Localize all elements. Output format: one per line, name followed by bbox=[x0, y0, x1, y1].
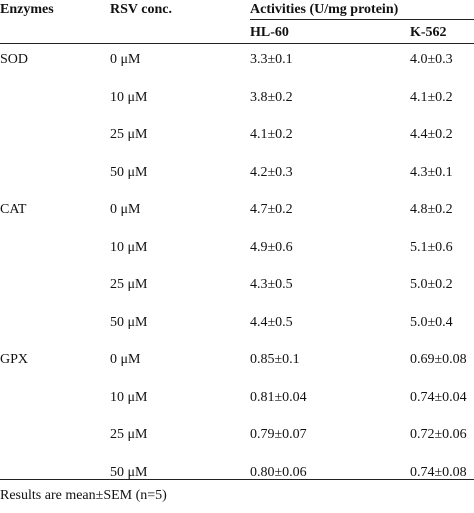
table-row: 25 μM 0.79±0.07 0.72±0.06 bbox=[0, 427, 474, 443]
cell-k562: 0.74±0.08 bbox=[410, 465, 467, 480]
header-hl60: HL-60 bbox=[250, 25, 289, 40]
table-row: 50 μM 4.4±0.5 5.0±0.4 bbox=[0, 315, 474, 331]
table-row: 50 μM 0.80±0.06 0.74±0.08 bbox=[0, 465, 474, 481]
cell-k562: 4.3±0.1 bbox=[410, 165, 453, 180]
cell-k562: 5.1±0.6 bbox=[410, 240, 453, 255]
table-row: SOD 0 μM 3.3±0.1 4.0±0.3 bbox=[0, 52, 474, 68]
table-footnote: Results are mean±SEM (n=5) bbox=[0, 488, 167, 503]
cell-rsv-conc: 0 μM bbox=[110, 202, 141, 217]
cell-k562: 4.4±0.2 bbox=[410, 127, 453, 142]
cell-enzyme: CAT bbox=[0, 202, 27, 217]
bottom-rule bbox=[0, 479, 474, 480]
header-activities: Activities (U/mg protein) bbox=[250, 2, 399, 17]
table-row: 50 μM 4.2±0.3 4.3±0.1 bbox=[0, 165, 474, 181]
cell-enzyme: GPX bbox=[0, 352, 29, 367]
cell-k562: 0.74±0.04 bbox=[410, 390, 467, 405]
cell-hl60: 4.9±0.6 bbox=[250, 240, 293, 255]
cell-k562: 0.69±0.08 bbox=[410, 352, 467, 367]
header-rsv-conc: RSV conc. bbox=[110, 2, 172, 17]
cell-k562: 5.0±0.2 bbox=[410, 277, 453, 292]
header-enzymes: Enzymes bbox=[0, 2, 54, 17]
cell-hl60: 0.81±0.04 bbox=[250, 390, 307, 405]
cell-hl60: 3.8±0.2 bbox=[250, 90, 293, 105]
cell-rsv-conc: 50 μM bbox=[110, 465, 148, 480]
cell-rsv-conc: 0 μM bbox=[110, 352, 141, 367]
table-row: 10 μM 0.81±0.04 0.74±0.04 bbox=[0, 390, 474, 406]
cell-k562: 5.0±0.4 bbox=[410, 315, 453, 330]
cell-rsv-conc: 0 μM bbox=[110, 52, 141, 67]
cell-k562: 4.8±0.2 bbox=[410, 202, 453, 217]
header-k562: K-562 bbox=[410, 25, 447, 40]
cell-k562: 0.72±0.06 bbox=[410, 427, 467, 442]
cell-hl60: 4.4±0.5 bbox=[250, 315, 293, 330]
table-row: GPX 0 μM 0.85±0.1 0.69±0.08 bbox=[0, 352, 474, 368]
table-row: 10 μM 4.9±0.6 5.1±0.6 bbox=[0, 240, 474, 256]
cell-rsv-conc: 50 μM bbox=[110, 315, 148, 330]
table-row: 25 μM 4.1±0.2 4.4±0.2 bbox=[0, 127, 474, 143]
cell-hl60: 4.2±0.3 bbox=[250, 165, 293, 180]
cell-hl60: 4.7±0.2 bbox=[250, 202, 293, 217]
table-row: 25 μM 4.3±0.5 5.0±0.2 bbox=[0, 277, 474, 293]
cell-hl60: 0.79±0.07 bbox=[250, 427, 307, 442]
cell-rsv-conc: 25 μM bbox=[110, 127, 148, 142]
cell-hl60: 4.1±0.2 bbox=[250, 127, 293, 142]
cell-rsv-conc: 50 μM bbox=[110, 165, 148, 180]
cell-hl60: 3.3±0.1 bbox=[250, 52, 293, 67]
cell-rsv-conc: 10 μM bbox=[110, 240, 148, 255]
table-row: 10 μM 3.8±0.2 4.1±0.2 bbox=[0, 90, 474, 106]
cell-hl60: 4.3±0.5 bbox=[250, 277, 293, 292]
header-rule bbox=[0, 43, 474, 44]
cell-k562: 4.0±0.3 bbox=[410, 52, 453, 67]
cell-hl60: 0.80±0.06 bbox=[250, 465, 307, 480]
cell-enzyme: SOD bbox=[0, 52, 29, 67]
table-row: CAT 0 μM 4.7±0.2 4.8±0.2 bbox=[0, 202, 474, 218]
cell-hl60: 0.85±0.1 bbox=[250, 352, 300, 367]
cell-rsv-conc: 25 μM bbox=[110, 277, 148, 292]
header-subrule bbox=[250, 19, 474, 20]
cell-rsv-conc: 10 μM bbox=[110, 390, 148, 405]
cell-rsv-conc: 25 μM bbox=[110, 427, 148, 442]
cell-k562: 4.1±0.2 bbox=[410, 90, 453, 105]
cell-rsv-conc: 10 μM bbox=[110, 90, 148, 105]
